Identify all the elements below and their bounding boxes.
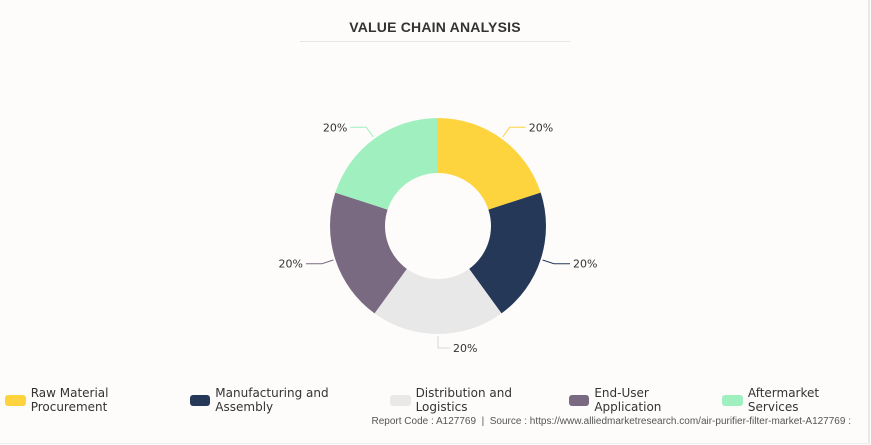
legend-swatch [189,394,211,406]
source-footer: Report Code : A127769 | Source : https:/… [371,416,851,427]
legend-label: End-User Application [594,386,662,414]
data-label: 20% [453,342,477,355]
legend-label: Aftermarket Services [747,386,820,414]
slice-manufacturing-and-assembly[interactable] [469,192,547,314]
slice-raw-material-procurement[interactable] [438,118,541,210]
legend-item[interactable]: Aftermarket Services [722,386,866,414]
data-label: 20% [323,121,347,134]
legend-item[interactable]: Raw Material Procurement [5,386,180,414]
leader-line [542,259,571,265]
legend-label: Raw Material Procurement [30,386,109,414]
leader-line [502,126,526,138]
legend-swatch [722,394,743,406]
title-divider [300,41,570,42]
legend-label: Manufacturing and Assembly [215,386,329,414]
legend-item[interactable]: End-User Application [568,386,713,414]
legend-swatch [389,394,411,406]
donut-chart: 20% 20% 20% 20% 20% [279,118,597,355]
slice-end-user-application[interactable] [329,192,407,314]
data-label: 20% [529,121,553,134]
legend-item[interactable]: Manufacturing and Assembly [189,386,380,414]
data-label: 20% [573,258,597,271]
leader-line [437,336,450,349]
leader-line [305,259,334,265]
legend-swatch [568,394,590,406]
data-label: 20% [279,258,303,271]
legend-label: Distribution and Logistics [415,386,512,414]
slice-distribution-and-logistics[interactable] [374,268,502,334]
slice-aftermarket-services[interactable] [335,118,438,210]
legend-item[interactable]: Distribution and Logistics [389,386,559,414]
legend-swatch [5,394,26,406]
chart-legend: Raw Material Procurement Manufacturing an… [0,386,871,414]
leader-line [350,126,374,138]
chart-title: VALUE CHAIN ANALYSIS [349,19,521,35]
